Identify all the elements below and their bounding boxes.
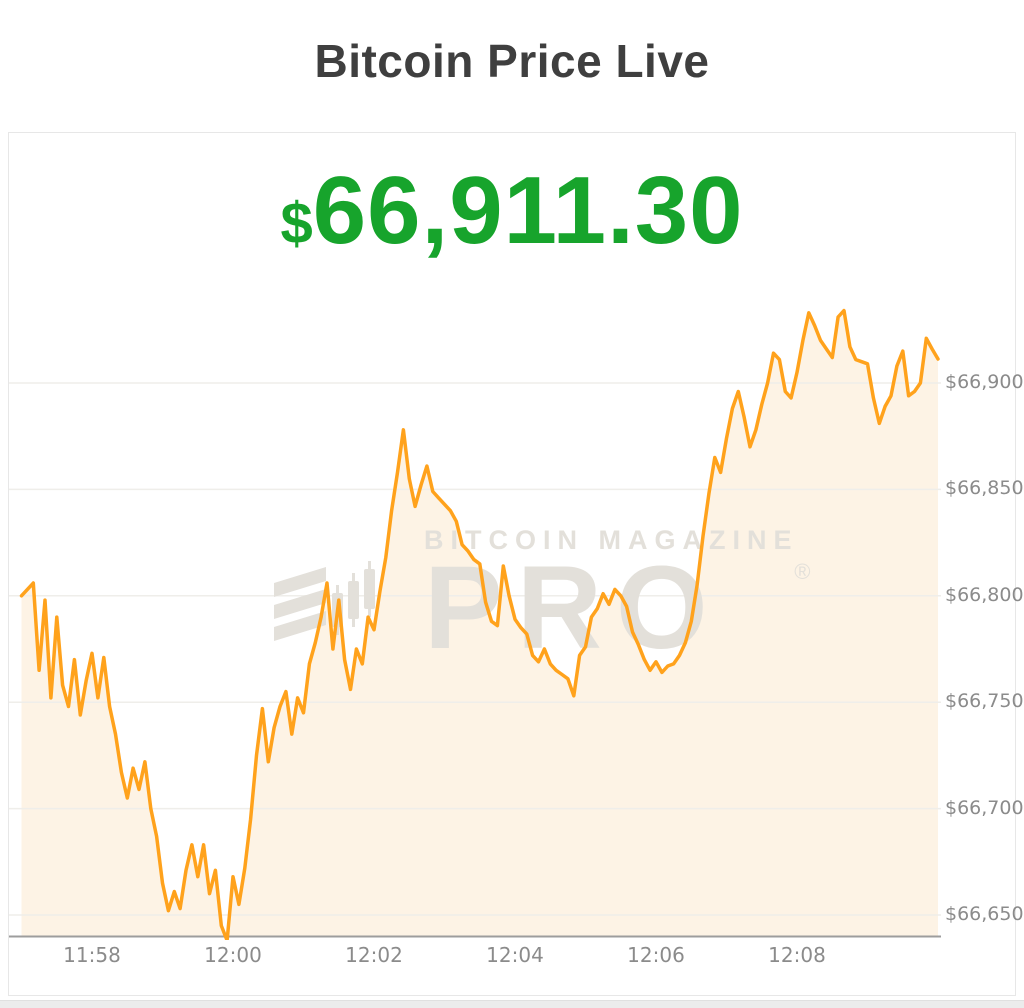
x-axis-label: 12:06 bbox=[627, 943, 685, 967]
x-axis-label: 12:02 bbox=[345, 943, 403, 967]
price-chart[interactable]: BITCOIN MAGAZINE PRO ® $66,900 $66,850 $66… bbox=[9, 275, 1024, 975]
live-price: $66,911.30 bbox=[9, 163, 1015, 259]
chart-plot-background bbox=[9, 310, 941, 940]
y-axis-label: $66,750 bbox=[945, 690, 1024, 713]
price-value: 66,911.30 bbox=[312, 157, 744, 264]
x-axis-label: 12:00 bbox=[204, 943, 262, 967]
page-bottom-strip bbox=[0, 1000, 1024, 1008]
x-axis-label: 12:08 bbox=[768, 943, 826, 967]
y-axis-label: $66,850 bbox=[945, 477, 1024, 500]
price-currency-symbol: $ bbox=[280, 191, 313, 256]
price-line-layer bbox=[19, 308, 940, 940]
y-axis-label: $66,800 bbox=[945, 583, 1024, 606]
price-line bbox=[19, 308, 940, 940]
area-fill bbox=[21, 310, 938, 940]
x-axis-label: 12:04 bbox=[486, 943, 544, 967]
y-axis-label: $66,900 bbox=[945, 371, 1024, 393]
y-axis-label: $66,650 bbox=[945, 903, 1024, 925]
page-title: Bitcoin Price Live bbox=[314, 35, 710, 87]
x-axis-label: 11:58 bbox=[63, 943, 121, 967]
y-axis-label: $66,700 bbox=[945, 796, 1024, 819]
chart-card: $66,911.30 BITCOIN MAGAZINE bbox=[8, 132, 1024, 996]
